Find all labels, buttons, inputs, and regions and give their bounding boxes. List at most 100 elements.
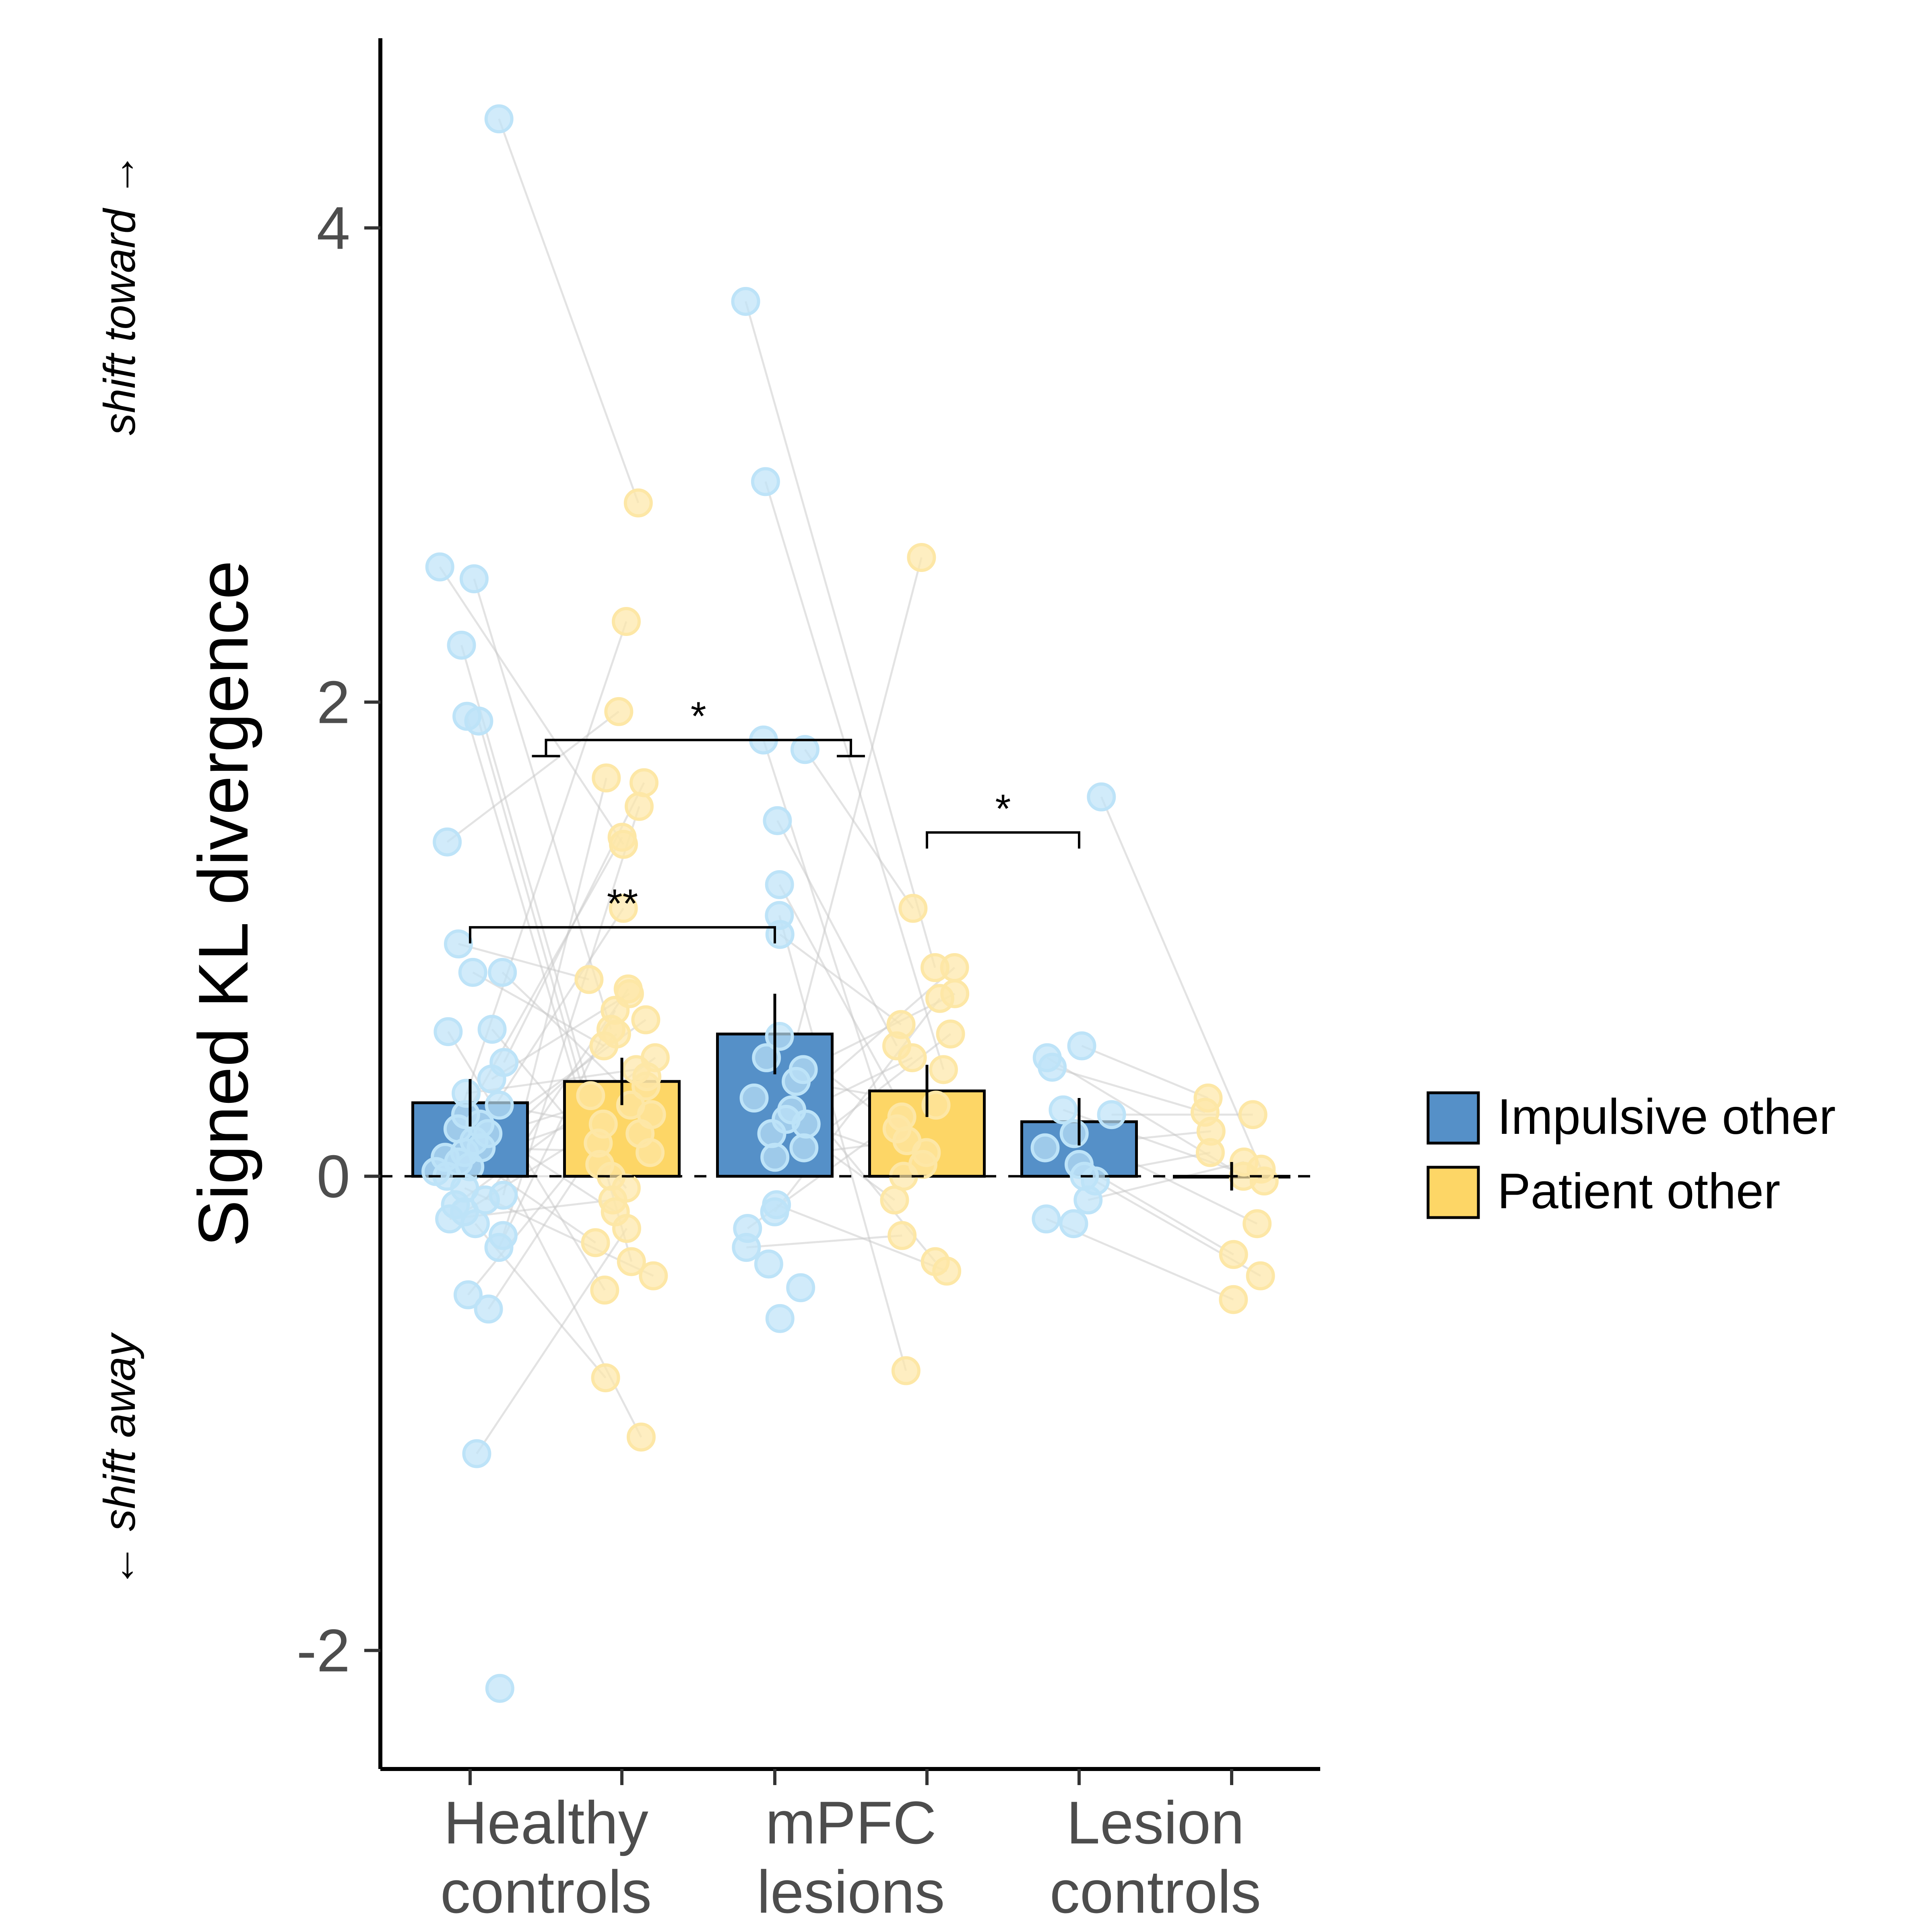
paired-line: [746, 1234, 902, 1249]
data-point: [1249, 1166, 1279, 1196]
data-point: [921, 1090, 951, 1120]
data-point: [485, 1674, 514, 1703]
data-point: [732, 1233, 761, 1262]
data-point: [921, 953, 950, 983]
legend-swatch-0: [1426, 1091, 1480, 1145]
data-point: [1059, 1119, 1089, 1148]
paired-line: [1081, 1045, 1209, 1099]
data-point: [433, 827, 462, 857]
significance-label: **: [607, 881, 638, 926]
data-point: [576, 1081, 605, 1110]
data-point: [631, 1005, 661, 1034]
data-point: [624, 792, 654, 821]
data-point: [751, 467, 780, 496]
data-point: [581, 1228, 610, 1257]
axes-layer: -2024HealthycontrolsmPFClesionsLesioncon…: [95, 38, 1320, 1926]
data-point: [898, 894, 928, 923]
paired-line: [446, 710, 619, 843]
paired-line: [764, 481, 945, 1070]
data-point: [757, 1119, 786, 1148]
significance-label: *: [691, 694, 706, 739]
data-point: [790, 735, 819, 764]
data-point: [1073, 1185, 1103, 1215]
data-point: [629, 768, 658, 797]
data-point: [604, 697, 634, 726]
data-point: [425, 552, 454, 582]
significance-label: *: [995, 786, 1011, 831]
x-group-label: Lesion: [1066, 1789, 1244, 1856]
significance-bracket: [926, 831, 1080, 849]
paired-line: [1088, 1161, 1245, 1201]
data-point: [609, 830, 638, 859]
paired-line: [779, 933, 902, 1026]
data-point: [925, 984, 954, 1013]
data-point: [907, 543, 936, 572]
paired-line: [1052, 1066, 1205, 1113]
data-point: [1087, 782, 1116, 811]
paired-line: [745, 301, 936, 968]
data-point: [433, 1017, 463, 1046]
paired-line: [458, 943, 590, 980]
shift-away-annotation: ← shift away: [95, 1332, 144, 1588]
legend-label-0: Impulsive other: [1497, 1089, 1836, 1145]
data-point: [462, 1439, 491, 1468]
data-point: [1243, 1209, 1272, 1238]
shift-toward-annotation: shift toward →: [95, 152, 144, 435]
data-point: [1219, 1240, 1248, 1269]
data-point: [435, 1204, 464, 1234]
x-group-label: lesions: [757, 1858, 945, 1926]
data-point: [1238, 1100, 1267, 1129]
data-point: [786, 1273, 815, 1302]
paired-line: [476, 1228, 628, 1454]
data-point: [1038, 1053, 1067, 1082]
y-tick-label: 4: [317, 194, 350, 262]
data-point: [636, 1138, 665, 1167]
data-point: [760, 1197, 789, 1226]
data-point: [1219, 1285, 1248, 1314]
paired-line: [1100, 796, 1262, 1170]
data-point: [765, 1022, 794, 1051]
data-point: [763, 806, 792, 835]
paired-line: [804, 749, 914, 909]
data-point: [891, 1356, 921, 1385]
data-point: [898, 1043, 927, 1072]
data-point: [888, 1221, 917, 1250]
y-axis-title: Signed KL divergence: [184, 560, 263, 1247]
paired-line: [444, 621, 627, 1158]
data-point: [617, 1247, 646, 1276]
data-point: [1246, 1261, 1275, 1290]
data-point: [1049, 1095, 1078, 1125]
data-point: [765, 920, 795, 949]
legend-label-1: Patient other: [1497, 1164, 1780, 1219]
data-point: [626, 1422, 656, 1452]
data-point: [1032, 1204, 1061, 1234]
data-point: [477, 1064, 506, 1094]
legend-swatch-1: [1426, 1166, 1480, 1219]
data-point: [765, 870, 794, 899]
data-point: [1067, 1031, 1096, 1061]
data-point: [447, 630, 476, 660]
data-point: [731, 287, 760, 316]
data-point: [1097, 1100, 1126, 1129]
data-point: [484, 1233, 514, 1262]
data-point: [464, 706, 493, 736]
data-point: [477, 1015, 507, 1044]
data-point: [460, 1209, 490, 1238]
y-tick-label: -2: [297, 1616, 350, 1684]
data-point: [1195, 1138, 1225, 1167]
data-point: [592, 763, 621, 793]
y-tick-label: 0: [317, 1142, 350, 1210]
data-point: [459, 564, 489, 594]
x-group-label: controls: [440, 1858, 652, 1926]
points-layer: [421, 104, 1279, 1703]
data-point: [936, 1019, 965, 1049]
data-point: [485, 1090, 514, 1120]
data-point: [453, 1280, 483, 1309]
data-point: [880, 1185, 909, 1215]
data-point: [631, 1071, 661, 1101]
data-point: [739, 1084, 769, 1113]
significance-bracket: [545, 739, 852, 756]
data-point: [623, 488, 653, 518]
data-point: [458, 958, 487, 987]
